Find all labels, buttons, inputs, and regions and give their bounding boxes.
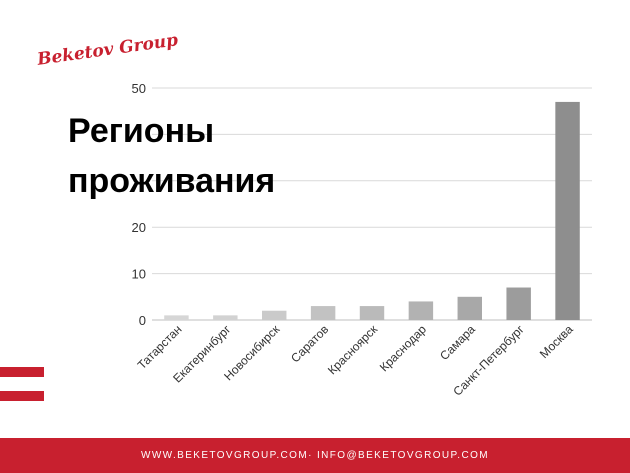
x-tick-label: Самара xyxy=(437,322,478,363)
bar xyxy=(164,315,189,320)
accent-stripe-bottom xyxy=(0,391,44,401)
bar xyxy=(457,296,482,320)
x-tick-label: Саратов xyxy=(288,322,331,365)
bar xyxy=(359,306,385,320)
y-tick-label: 20 xyxy=(132,220,146,235)
y-tick-label: 50 xyxy=(132,81,146,96)
bar xyxy=(213,315,238,320)
footer-contact-text: WWW.BEKETOVGROUP.COM· INFO@BEKETOVGROUP.… xyxy=(141,450,489,461)
slide-title: Регионы проживания xyxy=(68,112,276,200)
x-tick-label: Татарстан xyxy=(135,322,185,372)
chart-bars xyxy=(164,101,580,320)
x-tick-label: Краснодар xyxy=(377,322,429,374)
y-tick-label: 0 xyxy=(139,313,146,328)
bar xyxy=(555,101,580,320)
bar xyxy=(506,287,531,320)
y-tick-label: 10 xyxy=(132,267,146,282)
footer-bar: WWW.BEKETOVGROUP.COM· INFO@BEKETOVGROUP.… xyxy=(0,438,630,473)
x-tick-label: Москва xyxy=(537,322,576,361)
bar xyxy=(262,310,287,320)
chart-y-tick-labels: 0 10 20 50 xyxy=(132,81,146,328)
accent-stripe-top xyxy=(0,367,44,377)
bar xyxy=(310,306,336,320)
x-tick-label: Красноярск xyxy=(325,322,381,378)
bar xyxy=(408,301,434,320)
